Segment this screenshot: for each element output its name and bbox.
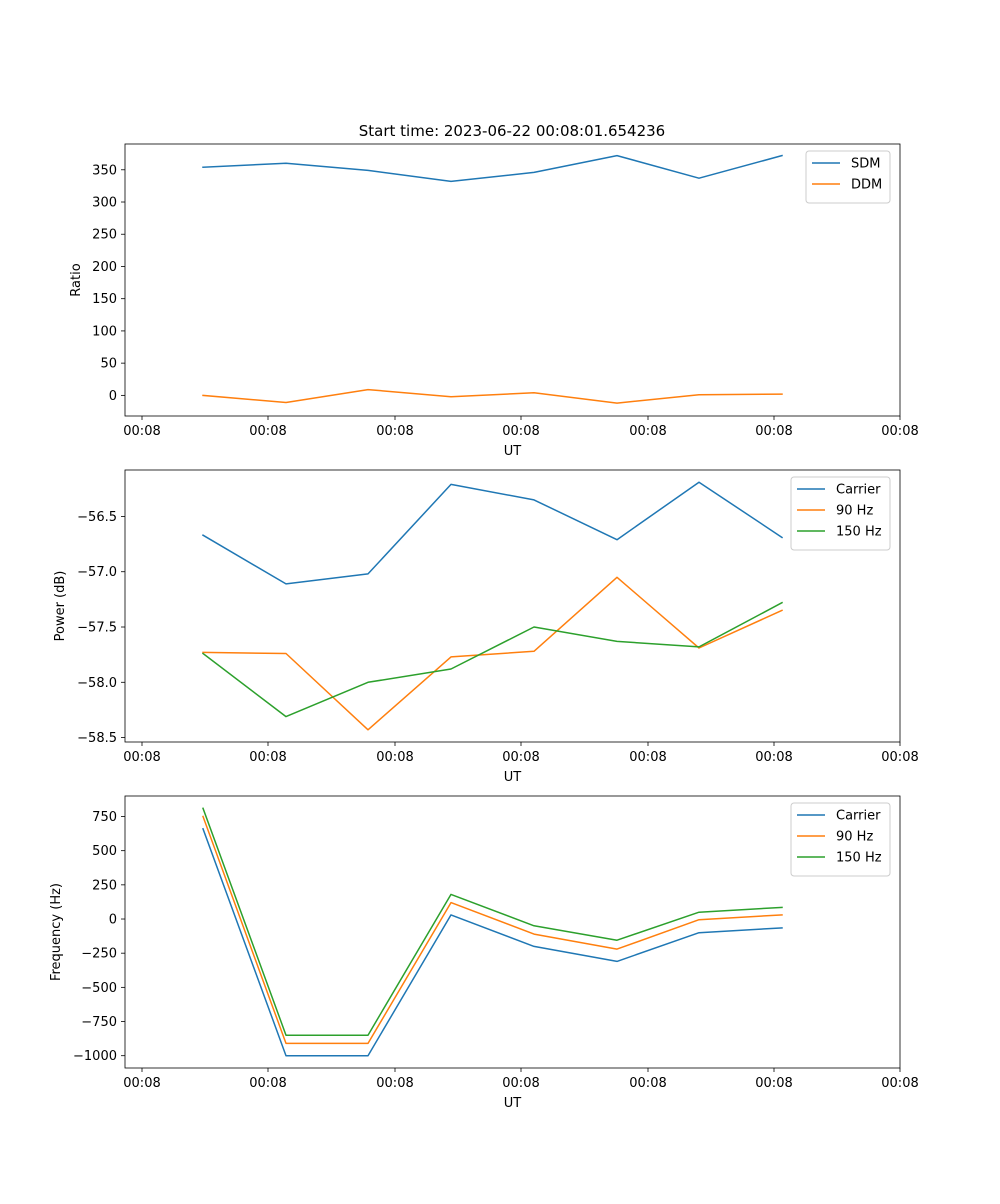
y-tick-label: 0 [109, 913, 117, 928]
y-tick-label: −250 [81, 947, 117, 962]
y-tick-label: 750 [92, 810, 117, 825]
chart-panel-3: 00:08 00:08 00:08 00:08 00:08 00:08 00:08 −1000… [49, 795, 919, 1111]
y-tick-label: 250 [92, 228, 117, 243]
x-tick-label: 00:08 [629, 1076, 666, 1091]
x-tick-label: 00:08 [502, 750, 539, 765]
y-tick-label: 0 [109, 389, 117, 404]
x-tick-label: 00:08 [249, 750, 286, 765]
x-tick-label: 00:08 [755, 750, 792, 765]
legend-label: Carrier [836, 483, 881, 498]
legend-label: 150 Hz [836, 525, 882, 540]
y-tick-label: 250 [92, 878, 117, 893]
x-tick-label: 00:08 [881, 424, 918, 439]
x-tick-label: 00:08 [755, 1076, 792, 1091]
x-tick-label: 00:08 [881, 1076, 918, 1091]
y-tick-label: 50 [100, 357, 117, 372]
x-tick-label: 00:08 [629, 750, 666, 765]
legend: SDM DDM [805, 150, 891, 204]
x-tick-label: 00:08 [502, 424, 539, 439]
x-tick-label: 00:08 [376, 1076, 413, 1091]
legend-label: 90 Hz [836, 504, 873, 519]
y-axis-label: Ratio [69, 263, 84, 296]
y-tick-label: −57.0 [77, 565, 117, 580]
x-tick-label: 00:08 [376, 750, 413, 765]
y-tick-label: −750 [81, 1015, 117, 1030]
legend-label: DDM [851, 178, 882, 193]
x-tick-label: 00:08 [123, 1076, 160, 1091]
series-line-90-hz [202, 576, 783, 731]
series-line-carrier [201, 481, 784, 585]
x-axis-label: UT [504, 444, 522, 459]
figure-title: Start time: 2023-06-22 00:08:01.654236 [359, 122, 665, 140]
legend-label: Carrier [836, 809, 881, 824]
y-tick-label: 150 [92, 292, 117, 307]
y-tick-label: −500 [81, 981, 117, 996]
x-tick-label: 00:08 [249, 424, 286, 439]
y-axis-label: Frequency (Hz) [49, 883, 64, 981]
x-tick-label: 00:08 [123, 750, 160, 765]
y-tick-label: −1000 [73, 1049, 117, 1064]
y-tick-label: 350 [92, 163, 117, 178]
series-line-ddm [202, 388, 783, 404]
y-tick-label: 100 [92, 324, 117, 339]
series-line-150-hz [202, 807, 783, 1036]
chart-panel-1: 00:08 00:08 00:08 00:08 00:08 00:08 00:08 0 50 10… [69, 143, 919, 459]
x-tick-label: 00:08 [249, 1076, 286, 1091]
y-tick-label: 300 [92, 196, 117, 211]
x-axis-label: UT [504, 770, 522, 785]
legend: Carrier 90 Hz 150 Hz [790, 802, 891, 877]
series-line-150-hz [201, 601, 784, 718]
y-tick-label: 200 [92, 260, 117, 275]
axes-frame [124, 143, 901, 417]
series-line-90-hz [202, 815, 783, 1045]
series-line-sdm [202, 154, 783, 183]
legend-label: SDM [851, 157, 880, 172]
x-tick-label: 00:08 [502, 1076, 539, 1091]
y-tick-label: 500 [92, 844, 117, 859]
x-tick-label: 00:08 [629, 424, 666, 439]
x-tick-label: 00:08 [881, 750, 918, 765]
y-tick-label: −58.5 [77, 731, 117, 746]
y-tick-label: −56.5 [77, 510, 117, 525]
legend-label: 90 Hz [836, 830, 873, 845]
x-axis-label: UT [504, 1096, 522, 1111]
series-line-carrier [202, 827, 783, 1057]
y-tick-label: −57.5 [77, 621, 117, 636]
y-axis-label: Power (dB) [53, 571, 68, 642]
chart-panel-2: 00:08 00:08 00:08 00:08 00:08 00:08 00:08 −58.5… [53, 469, 919, 785]
axes-frame [124, 795, 901, 1069]
x-tick-label: 00:08 [755, 424, 792, 439]
legend-box [805, 150, 891, 204]
axes-frame [124, 469, 901, 743]
x-tick-label: 00:08 [123, 424, 160, 439]
y-tick-label: −58.0 [77, 676, 117, 691]
legend: Carrier 90 Hz 150 Hz [790, 476, 891, 551]
x-tick-label: 00:08 [376, 424, 413, 439]
legend-label: 150 Hz [836, 851, 882, 866]
